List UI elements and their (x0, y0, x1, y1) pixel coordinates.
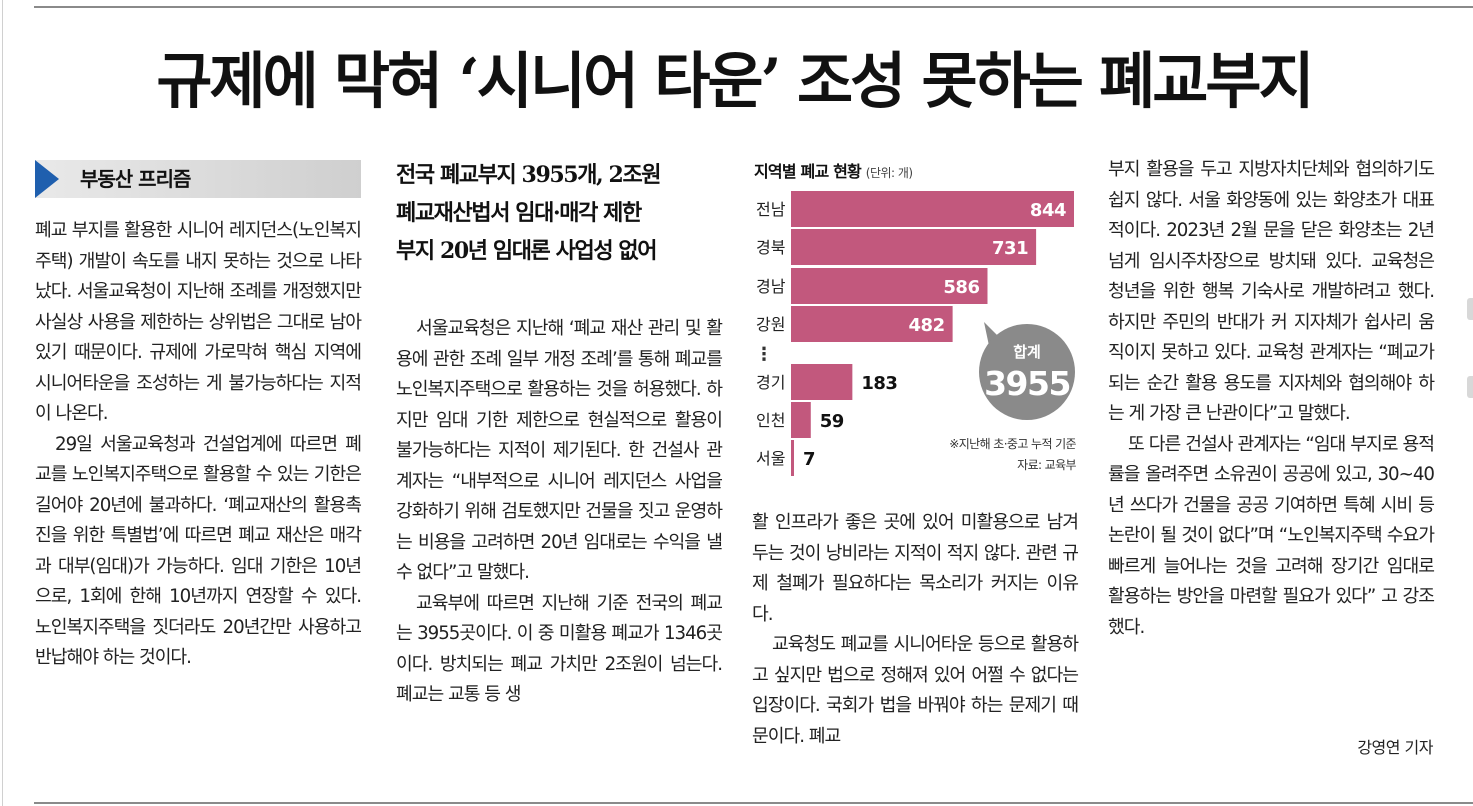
subheadline-line: 부지 20년 임대론 사업성 없어 (396, 238, 657, 264)
paragraph: 활 인프라가 좋은 곳에 있어 미활용으로 남겨두는 것이 낭비라는 지적이 적… (752, 512, 1079, 625)
chart-bar (791, 229, 1037, 265)
paragraph: 교육부에 따르면 지난해 기준 전국의 폐교는 3955곳이다. 이 중 미활용… (396, 592, 723, 706)
subheadline-line: 폐교재산법서 임대·매각 제한 (396, 200, 642, 226)
chart-value-label: 7 (803, 449, 815, 470)
chart-title: 지역별 폐교 현황 (단위: 개) (754, 158, 913, 182)
edge-mark (1467, 298, 1473, 320)
chart-value-label: 183 (861, 373, 897, 394)
article-column-1: 폐교 부지를 활용한 시니어 레지던스(노인복지주택) 개발이 속도를 내지 못… (35, 216, 362, 674)
chart-total-circle (979, 324, 1075, 420)
chart-category-label: 서울 (756, 449, 785, 468)
triangle-icon (35, 160, 59, 198)
chart-value-label: 482 (909, 315, 945, 336)
paragraph: 폐교 부지를 활용한 시니어 레지던스(노인복지주택) 개발이 속도를 내지 못… (35, 220, 362, 424)
paragraph: 또 다른 건설사 관계자는 “임대 부지로 용적률을 올려주면 소유권이 공공에… (1108, 433, 1435, 638)
chart-bar (791, 191, 1074, 227)
paragraph: 교육청도 폐교를 시니어타운 등으로 활용하고 싶지만 법으로 정해져 있어 어… (752, 634, 1079, 747)
region-closed-school-chart: 지역별 폐교 현황 (단위: 개) 전남 844 경북 731 경남 586 강원 482 경기… (752, 152, 1092, 492)
chart-category-label: 전남 (756, 200, 786, 219)
chart-category-label: 경북 (756, 238, 785, 257)
edge-mark (1467, 376, 1473, 398)
paragraph: 서울교육청은 지난해 ‘폐교 재산 관리 및 활용에 관한 조례 일부 개정 조… (396, 318, 723, 583)
section-label-background (35, 160, 361, 198)
chart-note: ※지난해 초·중고 누적 기준 자료: 교육부 (949, 434, 1076, 476)
paragraph: 부지 활용을 두고 지방자치단체와 협의하기도 쉽지 않다. 서울 화양동에 있… (1108, 159, 1435, 424)
chart-value-label: 59 (820, 411, 844, 432)
top-rule (34, 6, 1473, 8)
chart-category-label: 경기 (756, 373, 785, 392)
chart-category-label: 인천 (756, 411, 785, 430)
chart-bar (791, 440, 794, 476)
article-column-3: 활 인프라가 좋은 곳에 있어 미활용으로 남겨두는 것이 낭비라는 지적이 적… (752, 508, 1079, 752)
headline: 규제에 막혀 ‘시니어 타운’ 조성 못하는 폐교부지 (156, 46, 1314, 117)
chart-bar (791, 364, 853, 400)
chart-category-label: 경남 (756, 277, 786, 296)
paragraph: 29일 서울교육청과 건설업계에 따르면 폐교를 노인복지주택으로 활용할 수 … (35, 433, 362, 669)
section-label: 부동산 프리즘 (35, 160, 361, 198)
article-column-2: 서울교육청은 지난해 ‘폐교 재산 관리 및 활용에 관한 조례 일부 개정 조… (396, 314, 723, 711)
chart-total-label: 합계 (1013, 343, 1041, 361)
subheadline: 전국 폐교부지 3955개, 2조원 폐교재산법서 임대·매각 제한 부지 20… (396, 156, 726, 270)
chart-total-value: 3955 (984, 364, 1070, 403)
chart-unit: (단위: 개) (865, 166, 913, 180)
chart-category-label: 강원 (756, 315, 785, 334)
chart-bar (791, 306, 953, 342)
chart-source: 자료: 교육부 (1017, 458, 1076, 472)
chart-svg: 전남 844 경북 731 경남 586 강원 482 경기 183 인천 59 서울 7 ⋮ 합계 3955 (755, 191, 1075, 476)
chart-title-text: 지역별 폐교 현황 (754, 162, 862, 181)
chart-bar (791, 402, 811, 438)
chart-note-text: ※지난해 초·중고 누적 기준 (949, 437, 1076, 451)
section-label-text: 부동산 프리즘 (80, 167, 191, 191)
byline: 강영연 기자 (1357, 738, 1433, 757)
page-edge-line (2, 0, 3, 806)
chart-value-label: 844 (1030, 200, 1066, 221)
bottom-rule (34, 802, 1473, 804)
chart-value-label: 586 (943, 277, 979, 298)
chart-gap-marker: ⋮ (755, 344, 773, 365)
article-column-4: 부지 활용을 두고 지방자치단체와 협의하기도 쉽지 않다. 서울 화양동에 있… (1108, 155, 1435, 643)
chart-bar (791, 268, 988, 304)
chart-value-label: 731 (992, 238, 1028, 259)
subheadline-line: 전국 폐교부지 3955개, 2조원 (396, 162, 662, 188)
